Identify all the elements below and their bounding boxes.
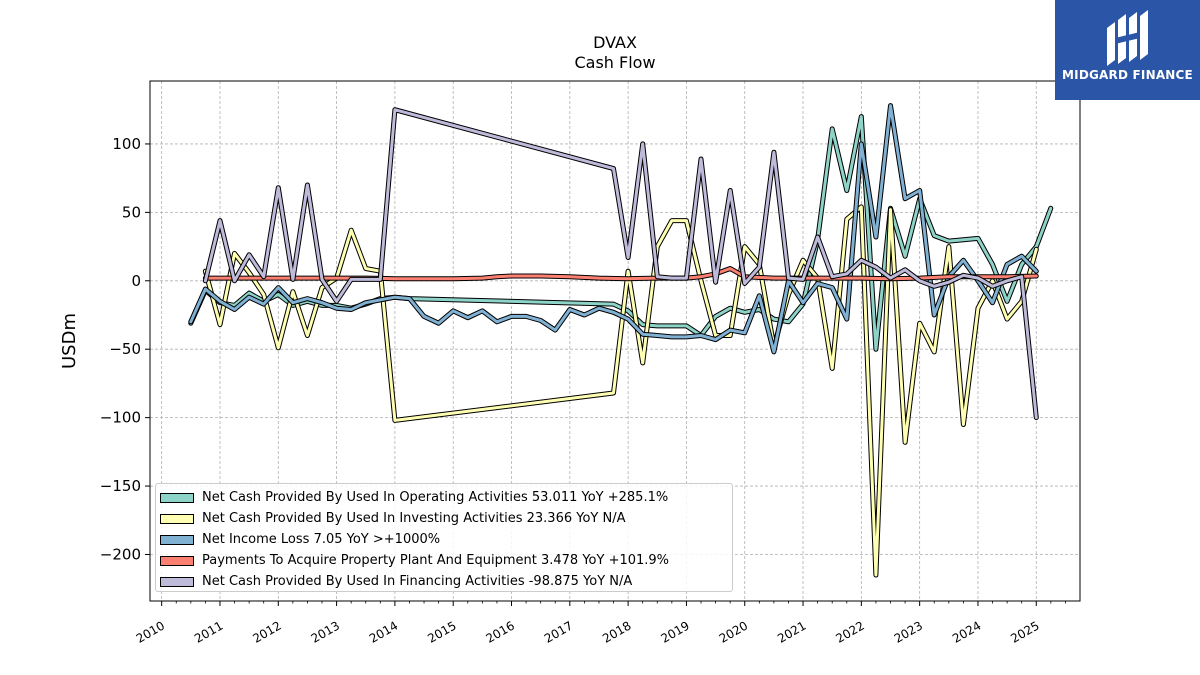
y-tick-label: 100 (112, 135, 141, 153)
y-axis: −200 −150 −100 −50 0 50 100 (100, 135, 150, 563)
series-line-2 (189, 104, 1038, 354)
y-tick-label: 50 (122, 203, 141, 221)
x-tick-label: 2020 (717, 618, 750, 645)
y-tick-label: −50 (109, 340, 141, 358)
legend-item: Payments To Acquire Property Plant And E… (160, 550, 732, 571)
x-axis: 2010 2011 2012 2013 2014 2015 2016 2017 2018 2019… (134, 601, 1066, 646)
x-tick-label: 2024 (950, 618, 983, 645)
x-tick-label: 2023 (892, 618, 925, 645)
x-tick-label: 2012 (250, 618, 283, 645)
legend-item: Net Cash Provided By Used In Operating A… (160, 487, 732, 508)
x-tick-label: 2016 (484, 618, 517, 645)
series-line-3 (203, 267, 1038, 281)
brand-name: MIDGARD FINANCE (1062, 68, 1193, 82)
chart-legend: Net Cash Provided By Used In Operating A… (155, 483, 733, 592)
x-tick-label: 2019 (658, 618, 691, 645)
series-outline-2 (188, 103, 1039, 355)
midgard-logo-icon (1107, 10, 1148, 66)
x-tick-label: 2015 (425, 618, 458, 645)
legend-item: Net Cash Provided By Used In Financing A… (160, 571, 732, 592)
chart-subtitle: Cash Flow (574, 53, 656, 72)
legend-label: Net Income Loss 7.05 YoY >+1000% (202, 532, 441, 547)
y-tick-label: −100 (100, 409, 141, 427)
x-tick-label: 2014 (367, 618, 400, 645)
legend-swatch (160, 513, 194, 524)
legend-label: Payments To Acquire Property Plant And E… (202, 553, 670, 568)
x-tick-label: 2018 (600, 618, 633, 645)
legend-item: Net Cash Provided By Used In Investing A… (160, 508, 732, 529)
chart-title: DVAX (593, 33, 637, 52)
legend-item: Net Income Loss 7.05 YoY >+1000% (160, 529, 732, 550)
x-tick-label: 2025 (1008, 618, 1041, 645)
brand-logo: MIDGARD FINANCE (1055, 0, 1200, 100)
legend-swatch (160, 576, 194, 587)
legend-swatch (160, 555, 194, 566)
series-line-0 (189, 115, 1053, 351)
series-lines (188, 103, 1054, 578)
y-tick-label: −200 (100, 545, 141, 563)
x-tick-label: 2013 (309, 618, 342, 645)
x-tick-label: 2010 (134, 618, 167, 645)
legend-swatch (160, 534, 194, 545)
y-axis-label: USDm (59, 313, 80, 369)
legend-label: Net Cash Provided By Used In Financing A… (202, 574, 633, 589)
legend-swatch (160, 492, 194, 503)
x-tick-label: 2022 (833, 618, 866, 645)
legend-label: Net Cash Provided By Used In Investing A… (202, 511, 626, 526)
series-line-4 (203, 108, 1038, 420)
y-tick-label: −150 (100, 477, 141, 495)
legend-label: Net Cash Provided By Used In Operating A… (202, 490, 669, 505)
x-tick-label: 2017 (542, 618, 575, 645)
x-tick-label: 2011 (192, 618, 225, 645)
plot-area-frame (149, 80, 1081, 602)
x-tick-label: 2021 (775, 618, 808, 645)
y-tick-label: 0 (131, 272, 141, 290)
